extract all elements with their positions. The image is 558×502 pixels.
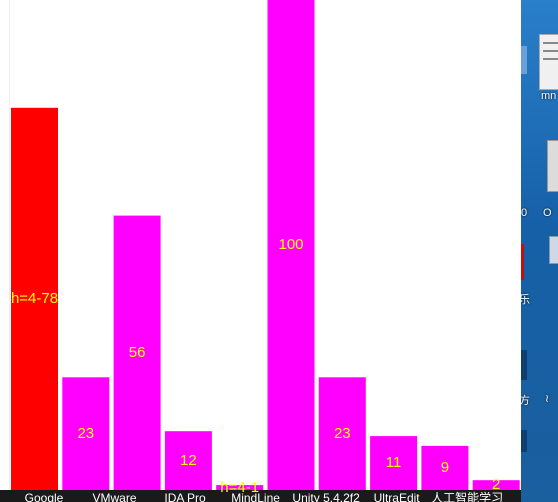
bar-value-label-5: 100 bbox=[278, 236, 304, 253]
desktop-window-fragment[interactable] bbox=[547, 140, 558, 192]
bar-9 bbox=[472, 480, 520, 490]
category-label-3: MindLine bbox=[231, 491, 280, 502]
desktop-background: mn 0 O 乐 方 ≀ bbox=[521, 0, 558, 502]
bar-value-label-1: 23 bbox=[77, 424, 95, 442]
bar-2 bbox=[113, 215, 161, 490]
bar-3 bbox=[164, 431, 212, 490]
category-axis-strip bbox=[0, 490, 521, 502]
category-label-6: 人工智能学习 bbox=[431, 491, 504, 502]
bar-value-label-4: h=4-1 bbox=[220, 478, 260, 496]
desktop-red-icon[interactable] bbox=[521, 244, 524, 280]
desktop-dark-icon[interactable] bbox=[521, 350, 527, 380]
category-label-1: VMware bbox=[92, 491, 137, 502]
desktop-icon-label-3: O bbox=[543, 207, 552, 219]
desktop-panel-fragment bbox=[549, 236, 558, 264]
category-label-4: Unity 5.4.2f2 bbox=[292, 491, 360, 502]
desktop-icon-label-5: 方 bbox=[521, 395, 530, 407]
doc-line-2 bbox=[543, 50, 558, 52]
desktop-icon-label-1: mn bbox=[541, 90, 557, 102]
bar-value-label-2: 56 bbox=[128, 343, 146, 361]
bar-value-label-8: 9 bbox=[440, 458, 450, 476]
category-label-0: Google bbox=[24, 491, 64, 502]
desktop-icon-edge bbox=[521, 46, 527, 74]
bar-5 bbox=[267, 0, 315, 490]
bar-6 bbox=[318, 377, 366, 490]
bar-value-label-7: 11 bbox=[385, 454, 402, 472]
bar-0 bbox=[11, 107, 58, 491]
desktop-icon-document[interactable] bbox=[539, 34, 558, 90]
bar-8 bbox=[421, 445, 469, 490]
desktop-icon-label-6: ≀ bbox=[545, 393, 550, 405]
bar-7 bbox=[370, 436, 418, 490]
bar-value-label-6: 23 bbox=[333, 424, 351, 442]
bar-value-label-3: 12 bbox=[180, 451, 197, 469]
bar-value-label-9: 2 bbox=[492, 476, 501, 494]
bar-value-label-0: h=4-78 bbox=[10, 289, 59, 307]
doc-line-3 bbox=[543, 58, 558, 60]
bar-chart-window: h=4-78 23 56 12 h=4-1 100 23 11 9 2 Google VMware I… bbox=[0, 0, 521, 502]
bar-1 bbox=[62, 377, 110, 490]
window-left-edge bbox=[0, 0, 10, 502]
desktop-dark-icon-2[interactable] bbox=[521, 430, 527, 452]
desktop-icon-label-4: 乐 bbox=[521, 294, 530, 306]
bar-chart bbox=[11, 0, 520, 491]
category-label-5: UltraEdit bbox=[373, 491, 420, 502]
doc-line-1 bbox=[543, 42, 558, 44]
desktop-icon-label-2: 0 bbox=[521, 207, 528, 219]
bar-4 bbox=[216, 485, 264, 490]
category-label-2: IDA Pro bbox=[164, 491, 206, 502]
